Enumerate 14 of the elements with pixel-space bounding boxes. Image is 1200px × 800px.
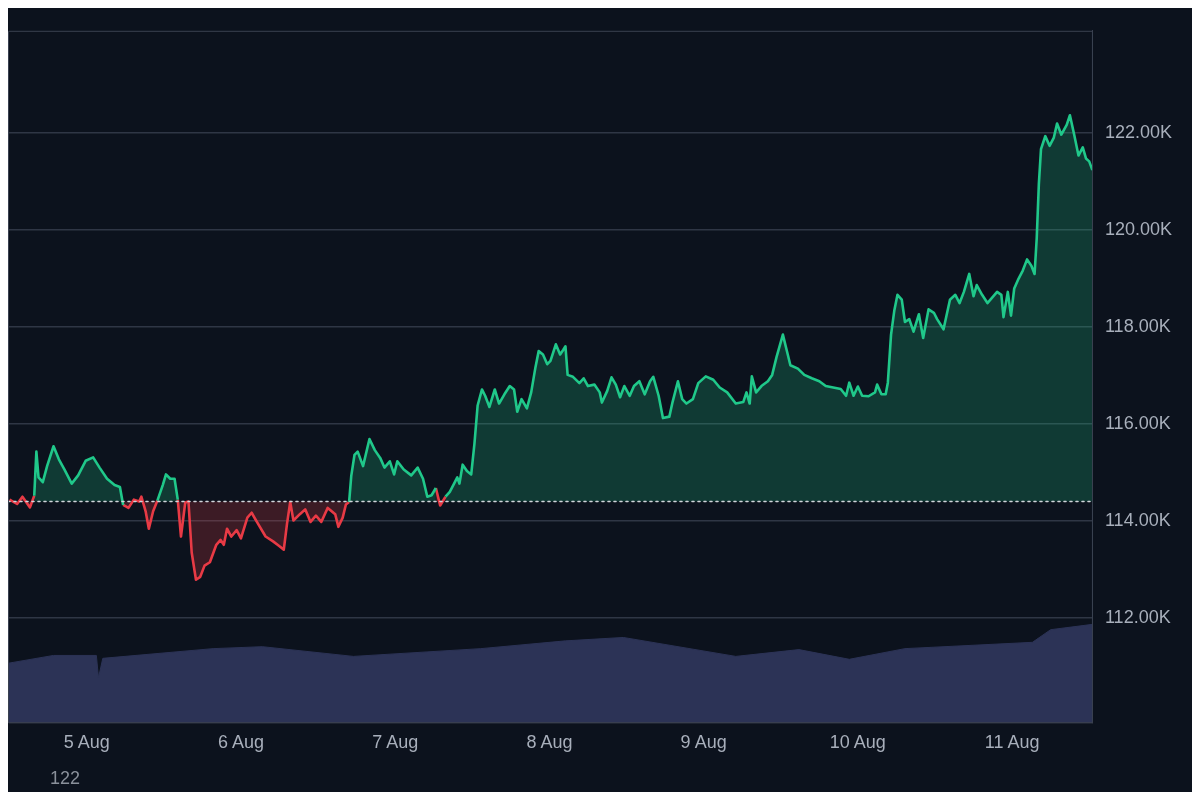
text: 122 bbox=[50, 768, 81, 789]
y-tick-label: 116.00K bbox=[1104, 412, 1171, 433]
y-tick-label: 122.00K bbox=[1104, 121, 1172, 142]
x-tick-label: 6 Aug bbox=[217, 732, 264, 753]
y-tick-label: 120.00K bbox=[1104, 218, 1172, 239]
x-tick-label: 8 Aug bbox=[526, 732, 573, 753]
y-tick-label: 114.00K bbox=[1104, 509, 1171, 530]
y-tick-label: 112.00K bbox=[1104, 607, 1171, 628]
x-tick-label: 11 Aug bbox=[984, 732, 1040, 753]
x-tick-label: 10 Aug bbox=[829, 732, 886, 753]
x-tick-label: 5 Aug bbox=[63, 732, 110, 753]
y-tick-label: 118.00K bbox=[1104, 315, 1171, 336]
x-tick-label: 9 Aug bbox=[680, 732, 727, 753]
x-tick-label: 7 Aug bbox=[372, 732, 419, 753]
